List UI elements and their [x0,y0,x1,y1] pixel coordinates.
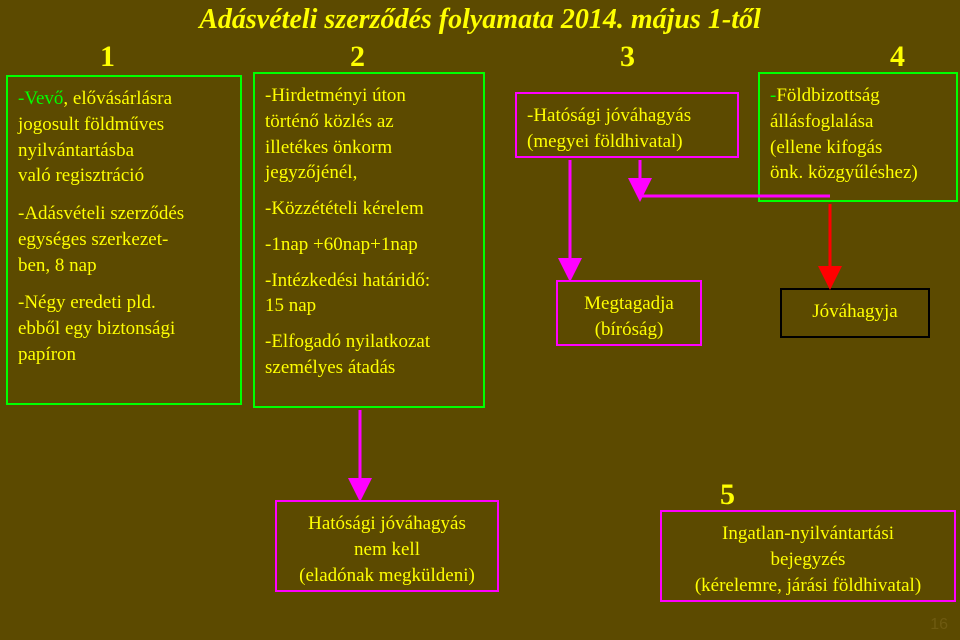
step2-line: illetékes önkorm [265,136,473,160]
step4-line: állásfoglalása [770,110,946,134]
step-number-4: 4 [890,40,905,74]
step2-line: jegyzőjénél, [265,161,473,185]
step2-line: -Elfogadó nyilatkozat [265,330,473,354]
no-approval-line: Hatósági jóváhagyás [287,512,487,536]
step4-text: Földbizottság [776,85,879,106]
step2-line: történő közlés az [265,110,473,134]
spacer [265,223,473,231]
step1-line: ben, 8 nap [18,254,230,278]
spacer [265,259,473,267]
step1-line: nyilvántartásba [18,139,230,163]
step1-line: -Adásvételi szerződés [18,202,230,226]
step2-line: személyes átadás [265,356,473,380]
spacer [265,187,473,195]
step-number-1: 1 [100,40,115,74]
step1-vevo: -Vevő [18,88,63,109]
step-number-5: 5 [720,478,735,512]
spacer [265,320,473,328]
no-approval-line: nem kell [287,538,487,562]
step4-line: önk. közgyűléshez) [770,161,946,185]
step1-line: egységes szerkezet- [18,228,230,252]
step3-line: (megyei földhivatal) [527,130,727,154]
step1-line: ebből egy biztonsági [18,317,230,341]
step1-box: -Vevő, elővásárlásra jogosult földműves … [6,75,242,405]
no-approval-box: Hatósági jóváhagyás nem kell (eladónak m… [275,500,499,592]
deny-line: Megtagadja [568,292,690,316]
page-number: 16 [930,616,948,634]
step1-line: -Négy eredeti pld. [18,291,230,315]
deny-box: Megtagadja (bíróság) [556,280,702,346]
step-number-2: 2 [350,40,365,74]
step4-line: (ellene kifogás [770,136,946,160]
approve-line: Jóváhagyja [792,300,918,324]
spacer [18,190,230,200]
no-approval-line: (eladónak megküldeni) [287,564,487,588]
step1-line: -Vevő, elővásárlásra [18,87,230,111]
step2-line: 15 nap [265,294,473,318]
step1-text: , elővásárlásra [63,88,172,109]
step4-box: -Földbizottság állásfoglalása (ellene ki… [758,72,958,202]
page-title: Adásvételi szerződés folyamata 2014. máj… [0,4,960,36]
step2-line: -Intézkedési határidő: [265,269,473,293]
step1-line: papíron [18,343,230,367]
registry-line: bejegyzés [672,548,944,572]
step3-box: -Hatósági jóváhagyás (megyei földhivatal… [515,92,739,158]
deny-line: (bíróság) [568,318,690,342]
step1-line: való regisztráció [18,164,230,188]
registry-line: (kérelemre, járási földhivatal) [672,574,944,598]
step2-line: -Hirdetményi úton [265,84,473,108]
step2-line: -Közzétételi kérelem [265,197,473,221]
approve-box: Jóváhagyja [780,288,930,338]
spacer [18,279,230,289]
step-number-3: 3 [620,40,635,74]
registry-box: Ingatlan-nyilvántartási bejegyzés (kérel… [660,510,956,602]
step4-line: -Földbizottság [770,84,946,108]
registry-line: Ingatlan-nyilvántartási [672,522,944,546]
step3-line: -Hatósági jóváhagyás [527,104,727,128]
step2-box: -Hirdetményi úton történő közlés az ille… [253,72,485,408]
step2-line: -1nap +60nap+1nap [265,233,473,257]
step1-line: jogosult földműves [18,113,230,137]
